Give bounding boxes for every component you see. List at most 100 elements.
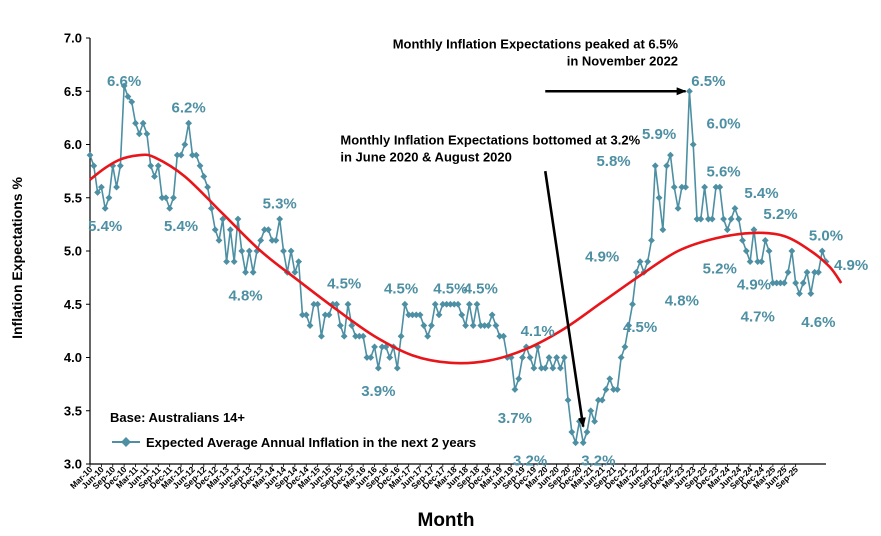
data-point	[727, 215, 735, 223]
data-label: 5.9%	[642, 126, 676, 143]
data-point	[424, 332, 432, 340]
data-point	[500, 332, 507, 340]
y-tick-label: 5.0	[64, 244, 82, 259]
data-point	[686, 87, 693, 95]
data-label: 4.5%	[464, 281, 498, 298]
data-point	[234, 215, 242, 223]
data-point	[359, 332, 367, 340]
data-point	[481, 322, 488, 329]
data-point	[431, 300, 439, 308]
data-point	[621, 343, 629, 351]
data-point	[162, 194, 170, 202]
data-label: 3.7%	[498, 410, 532, 427]
data-point	[181, 141, 189, 148]
data-point	[97, 183, 105, 191]
data-point	[94, 189, 101, 196]
y-tick-label: 4.5	[64, 297, 82, 312]
data-point	[333, 300, 340, 308]
data-point	[135, 130, 143, 138]
data-point	[215, 236, 223, 244]
data-label: 5.3%	[263, 195, 297, 212]
data-point	[796, 290, 803, 297]
data-point	[704, 215, 712, 223]
data-labels: 6.6%5.4% 5.4%6.2%4.8%5.3%4.5%3.9%4.5% 4.5%…	[88, 73, 868, 469]
data-point	[739, 236, 746, 244]
data-point	[720, 215, 727, 223]
data-point	[549, 364, 557, 372]
data-point	[477, 322, 485, 329]
data-point	[712, 183, 720, 191]
data-label: 5.0%	[809, 227, 843, 244]
data-point	[295, 258, 303, 266]
legend-entry-series: Expected Average Annual Inflation in the…	[146, 435, 476, 450]
data-point	[196, 162, 204, 170]
data-point	[689, 141, 697, 148]
data-point	[401, 300, 409, 308]
data-point	[735, 215, 743, 223]
data-point	[177, 151, 185, 159]
data-point	[670, 183, 678, 191]
data-point	[86, 151, 94, 159]
data-label: 5.2%	[763, 206, 797, 223]
data-point	[208, 205, 215, 212]
data-label: 5.4%	[744, 185, 778, 202]
data-point	[412, 311, 420, 319]
data-label: 4.8%	[665, 293, 699, 310]
data-label: 4.9%	[585, 249, 619, 266]
y-tick-label: 6.0	[64, 137, 82, 152]
data-point	[541, 364, 549, 372]
data-point	[731, 205, 739, 212]
data-label: 6.0%	[706, 116, 740, 133]
data-point	[124, 93, 132, 100]
data-point	[602, 386, 610, 393]
data-label: 5.2%	[703, 261, 737, 278]
data-point	[761, 236, 769, 244]
data-point	[409, 311, 416, 319]
data-label: 4.5%	[384, 281, 418, 298]
data-label: 3.2%	[513, 452, 547, 469]
data-point	[564, 396, 572, 404]
data-point	[318, 332, 325, 340]
data-point	[674, 205, 682, 212]
data-point	[488, 311, 496, 319]
data-point	[439, 300, 447, 308]
x-axis: Mar-10Jun-10Sep-10Dec-10Mar-11Jun-11Sep-…	[68, 463, 826, 491]
data-label: 3.2%	[581, 452, 615, 469]
data-point	[120, 82, 128, 90]
data-point	[185, 119, 193, 127]
data-point	[462, 322, 469, 329]
data-point	[811, 268, 819, 276]
data-point	[374, 364, 382, 372]
data-label: 4.6%	[801, 314, 835, 331]
data-point	[636, 258, 644, 266]
data-point	[170, 194, 177, 202]
data-point	[651, 162, 659, 170]
data-point	[545, 354, 553, 361]
data-point	[405, 311, 413, 319]
data-point	[568, 428, 576, 436]
y-tick-label: 5.5	[64, 190, 82, 205]
data-point	[742, 247, 750, 255]
data-point	[113, 183, 120, 191]
data-point	[530, 364, 538, 372]
data-point	[287, 247, 295, 255]
data-point	[230, 258, 238, 266]
y-tick-label: 7.0	[64, 31, 82, 46]
data-point	[291, 268, 299, 276]
data-point	[378, 343, 386, 351]
annotation-line: in November 2022	[567, 54, 678, 69]
y-tick-label: 3.0	[64, 457, 82, 472]
data-point	[632, 268, 640, 276]
data-point	[803, 268, 811, 276]
data-point	[701, 183, 708, 191]
data-point	[257, 236, 265, 244]
data-point	[173, 151, 181, 159]
data-point	[249, 268, 257, 276]
data-point	[792, 279, 800, 287]
data-point	[815, 268, 822, 276]
annotation-line: in June 2020 & August 2020	[340, 150, 511, 165]
data-point	[299, 311, 306, 319]
data-point	[261, 226, 268, 234]
data-point	[784, 268, 792, 276]
data-point	[780, 279, 788, 287]
